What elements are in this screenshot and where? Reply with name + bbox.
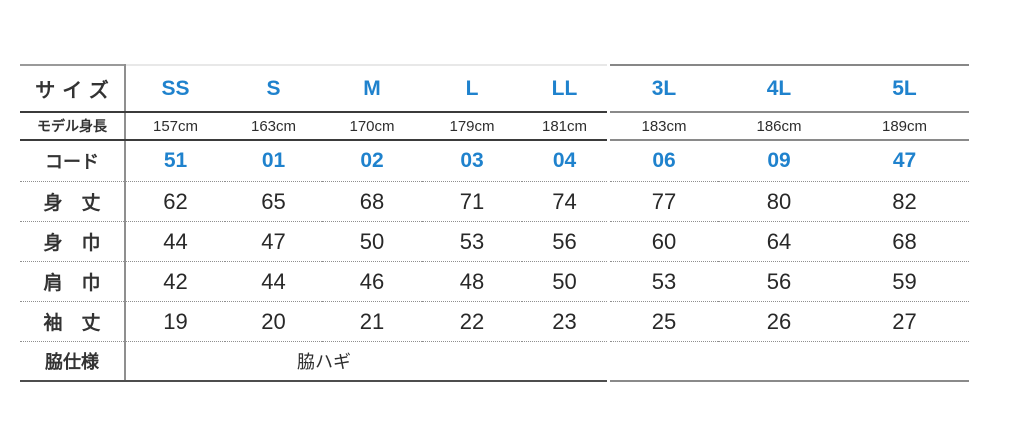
value-cell: 60 xyxy=(610,221,718,262)
row-label-code: コード xyxy=(20,140,126,182)
col-header-3l: 3L xyxy=(610,64,718,113)
value-cell: 65 xyxy=(225,181,322,222)
value-cell: 19 xyxy=(125,301,225,342)
row-label-sleeve-length: 袖 丈 xyxy=(20,301,126,342)
value-cell: 22 xyxy=(422,301,522,342)
value-cell: 46 xyxy=(322,261,422,302)
empty-cell xyxy=(522,341,607,382)
row-label-shoulder-width: 肩 巾 xyxy=(20,261,126,302)
value-cell: 47 xyxy=(840,140,969,182)
value-cell: 50 xyxy=(522,261,607,302)
value-cell: 181cm xyxy=(522,112,607,141)
value-cell: 23 xyxy=(522,301,607,342)
row-size-ext: 3L 4L 5L xyxy=(610,64,969,113)
value-cell: 183cm xyxy=(610,112,718,141)
row-model-height: モデル身長 157cm 163cm 170cm 179cm 181cm xyxy=(20,112,607,141)
value-cell: 03 xyxy=(422,140,522,182)
size-chart-table-main: サイズ SS S M L LL モデル身長 157cm 163cm 170cm … xyxy=(20,64,607,382)
row-sleeve-length-ext: 25 26 27 xyxy=(610,301,969,342)
col-header-4l: 4L xyxy=(718,64,840,113)
value-cell: 06 xyxy=(610,140,718,182)
row-side-spec-ext xyxy=(610,341,969,382)
row-body-width-ext: 60 64 68 xyxy=(610,221,969,262)
empty-cell xyxy=(840,341,969,382)
row-label-size: サイズ xyxy=(20,64,126,113)
col-header-s: S xyxy=(225,64,322,113)
value-cell: 74 xyxy=(522,181,607,222)
value-cell: 80 xyxy=(718,181,840,222)
value-cell: 64 xyxy=(718,221,840,262)
value-cell: 179cm xyxy=(422,112,522,141)
value-cell: 170cm xyxy=(322,112,422,141)
value-cell: 68 xyxy=(322,181,422,222)
value-cell: 27 xyxy=(840,301,969,342)
row-code-ext: 06 09 47 xyxy=(610,140,969,182)
empty-cell xyxy=(718,341,840,382)
row-body-length: 身 丈 62 65 68 71 74 xyxy=(20,181,607,222)
value-cell: 68 xyxy=(840,221,969,262)
row-shoulder-width: 肩 巾 42 44 46 48 50 xyxy=(20,261,607,302)
value-cell: 56 xyxy=(718,261,840,302)
row-code: コード 51 01 02 03 04 xyxy=(20,140,607,182)
col-header-5l: 5L xyxy=(840,64,969,113)
row-label-side-spec: 脇仕様 xyxy=(20,341,126,382)
row-sleeve-length: 袖 丈 19 20 21 22 23 xyxy=(20,301,607,342)
value-cell: 59 xyxy=(840,261,969,302)
row-label-body-length: 身 丈 xyxy=(20,181,126,222)
value-cell: 47 xyxy=(225,221,322,262)
value-cell: 53 xyxy=(422,221,522,262)
value-cell: 21 xyxy=(322,301,422,342)
value-cell: 26 xyxy=(718,301,840,342)
value-cell: 51 xyxy=(125,140,225,182)
size-chart: サイズ SS S M L LL モデル身長 157cm 163cm 170cm … xyxy=(20,64,969,382)
col-header-ss: SS xyxy=(125,64,225,113)
value-cell: 04 xyxy=(522,140,607,182)
value-cell: 77 xyxy=(610,181,718,222)
value-cell: 189cm xyxy=(840,112,969,141)
value-cell: 62 xyxy=(125,181,225,222)
value-cell: 53 xyxy=(610,261,718,302)
row-label-body-width: 身 巾 xyxy=(20,221,126,262)
side-spec-value: 脇ハギ xyxy=(125,341,522,382)
row-shoulder-width-ext: 53 56 59 xyxy=(610,261,969,302)
value-cell: 48 xyxy=(422,261,522,302)
row-side-spec: 脇仕様 脇ハギ xyxy=(20,341,607,382)
value-cell: 157cm xyxy=(125,112,225,141)
size-chart-table-extended: 3L 4L 5L 183cm 186cm 189cm 06 09 47 77 8… xyxy=(610,64,969,382)
value-cell: 44 xyxy=(225,261,322,302)
empty-cell xyxy=(610,341,718,382)
value-cell: 82 xyxy=(840,181,969,222)
value-cell: 09 xyxy=(718,140,840,182)
row-body-width: 身 巾 44 47 50 53 56 xyxy=(20,221,607,262)
value-cell: 56 xyxy=(522,221,607,262)
row-size: サイズ SS S M L LL xyxy=(20,64,607,113)
value-cell: 20 xyxy=(225,301,322,342)
col-header-m: M xyxy=(322,64,422,113)
value-cell: 163cm xyxy=(225,112,322,141)
row-label-model-height: モデル身長 xyxy=(20,112,126,141)
value-cell: 50 xyxy=(322,221,422,262)
value-cell: 02 xyxy=(322,140,422,182)
col-header-ll: LL xyxy=(522,64,607,113)
row-body-length-ext: 77 80 82 xyxy=(610,181,969,222)
value-cell: 25 xyxy=(610,301,718,342)
value-cell: 44 xyxy=(125,221,225,262)
value-cell: 01 xyxy=(225,140,322,182)
value-cell: 42 xyxy=(125,261,225,302)
row-model-height-ext: 183cm 186cm 189cm xyxy=(610,112,969,141)
value-cell: 71 xyxy=(422,181,522,222)
value-cell: 186cm xyxy=(718,112,840,141)
col-header-l: L xyxy=(422,64,522,113)
